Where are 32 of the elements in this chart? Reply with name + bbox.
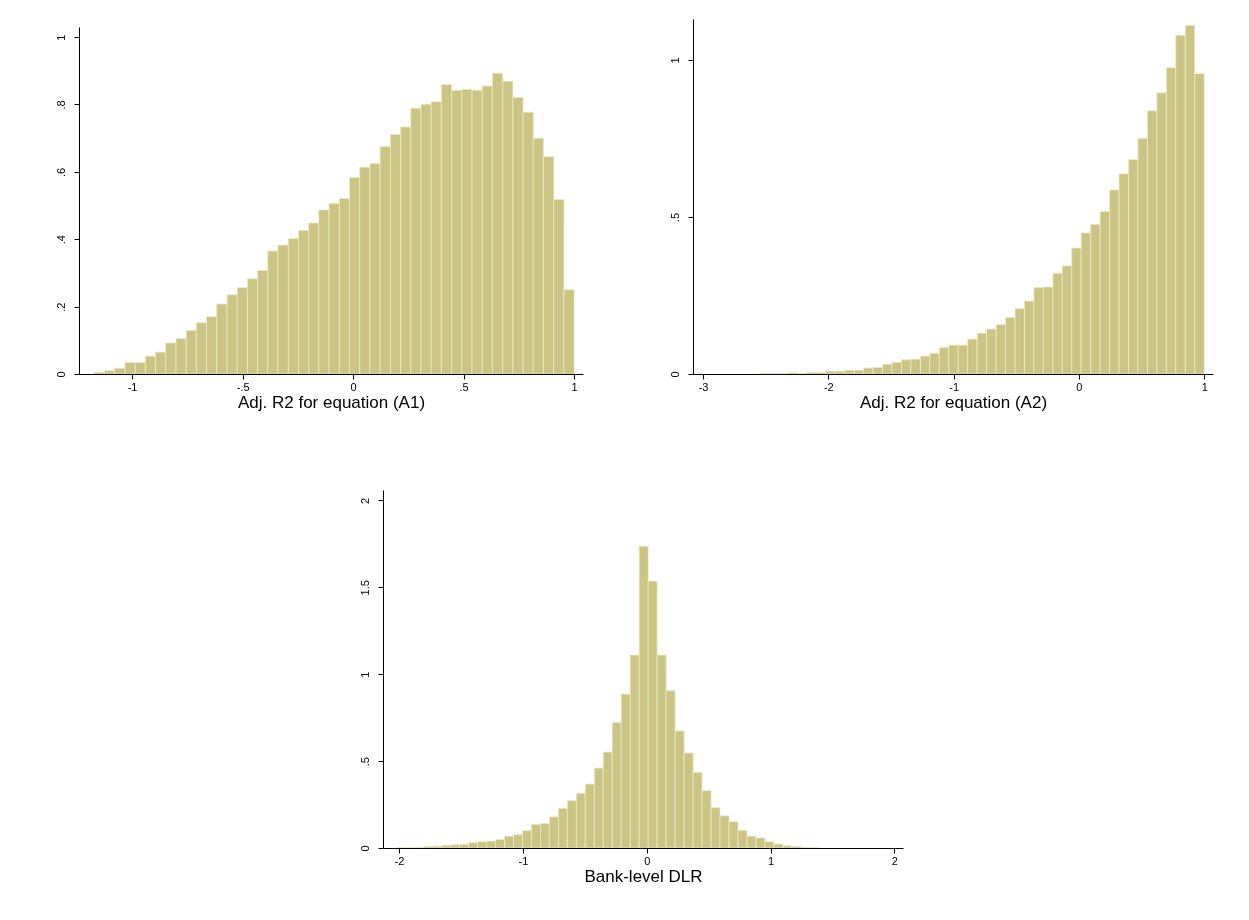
y-tick-label: .2 <box>54 302 67 312</box>
x-tick-label: 1 <box>1201 380 1208 393</box>
x-tick-label: -2 <box>394 854 405 867</box>
x-tick-label: -.5 <box>236 380 250 393</box>
y-tick-label: 1 <box>54 34 67 41</box>
x-tick-label: -3 <box>698 380 709 393</box>
x-tick-label: -1 <box>518 854 529 867</box>
y-tick-label: 2 <box>358 497 371 504</box>
y-tick-label: 0 <box>54 371 67 378</box>
x-tick-label: 1 <box>767 854 775 867</box>
x-tick-label: 0 <box>350 380 357 393</box>
y-tick-label: .6 <box>54 167 67 177</box>
x-axis-title: Adj. R2 for equation (A1) <box>237 392 426 412</box>
y-tick-label: 0 <box>358 845 371 852</box>
x-axis-title: Bank-level DLR <box>584 866 703 886</box>
y-tick-label: .5 <box>668 212 681 223</box>
x-tick-label: 0 <box>1076 380 1083 393</box>
y-tick-label: 1 <box>358 671 371 678</box>
y-tick-label: .8 <box>54 100 67 110</box>
x-tick-label: -2 <box>823 380 834 393</box>
y-tick-label: .5 <box>358 757 371 767</box>
x-tick-label: .5 <box>459 380 469 393</box>
x-tick-label: 2 <box>891 854 898 867</box>
y-tick-label: .4 <box>54 235 67 245</box>
x-axis-title: Adj. R2 for equation (A2) <box>859 392 1048 412</box>
x-tick-label: 0 <box>644 854 651 867</box>
y-tick-label: 0 <box>668 371 681 378</box>
y-tick-label: 1 <box>668 57 681 64</box>
x-tick-label: -1 <box>949 380 960 393</box>
x-tick-label: 1 <box>571 380 578 393</box>
y-tick-label: 1.5 <box>358 580 371 596</box>
x-tick-label: -1 <box>127 380 138 393</box>
